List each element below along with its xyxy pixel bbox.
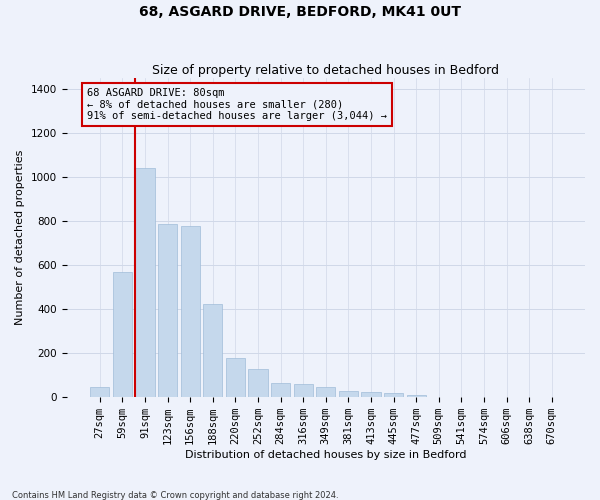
Y-axis label: Number of detached properties: Number of detached properties <box>15 150 25 326</box>
Title: Size of property relative to detached houses in Bedford: Size of property relative to detached ho… <box>152 64 499 77</box>
Bar <box>113 272 132 397</box>
Bar <box>158 224 177 397</box>
Bar <box>226 358 245 397</box>
Bar <box>384 393 403 397</box>
Bar <box>248 368 268 397</box>
Text: 68 ASGARD DRIVE: 80sqm
← 8% of detached houses are smaller (280)
91% of semi-det: 68 ASGARD DRIVE: 80sqm ← 8% of detached … <box>87 88 387 121</box>
Bar <box>181 226 200 397</box>
Text: Contains HM Land Registry data © Crown copyright and database right 2024.: Contains HM Land Registry data © Crown c… <box>12 490 338 500</box>
Bar <box>136 168 155 397</box>
Bar <box>90 388 109 397</box>
Bar <box>316 388 335 397</box>
Bar <box>407 394 426 397</box>
Bar <box>203 304 223 397</box>
Bar <box>293 384 313 397</box>
X-axis label: Distribution of detached houses by size in Bedford: Distribution of detached houses by size … <box>185 450 467 460</box>
Text: 68, ASGARD DRIVE, BEDFORD, MK41 0UT: 68, ASGARD DRIVE, BEDFORD, MK41 0UT <box>139 5 461 19</box>
Bar <box>271 383 290 397</box>
Bar <box>339 390 358 397</box>
Bar <box>361 392 380 397</box>
